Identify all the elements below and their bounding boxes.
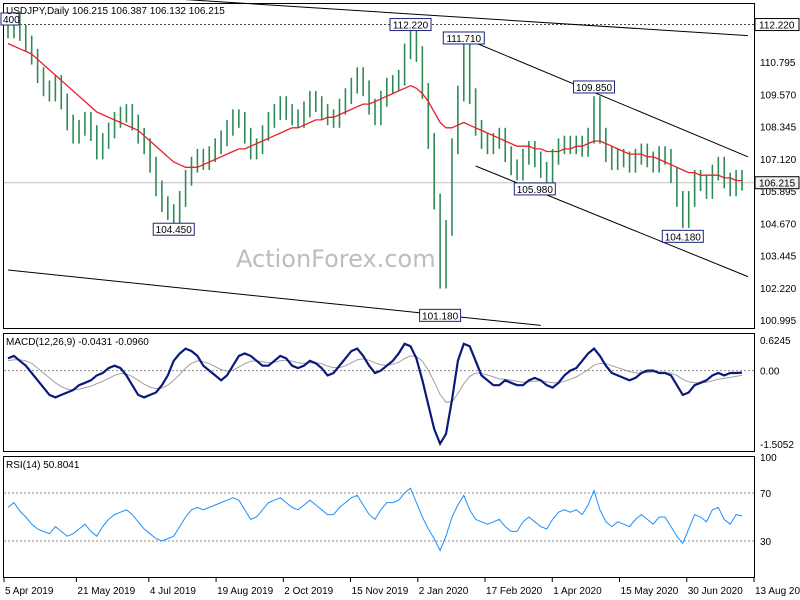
edge-annotation-box [0,12,20,26]
price-tick-label: 105.895 [760,187,797,198]
x-tick-label: 15 Nov 2019 [352,586,409,597]
price-tick-label: 107.120 [760,155,797,166]
annotation-label: 105.980 [517,185,554,196]
x-tick-label: 2 Jan 2020 [419,586,469,597]
annotation-box [661,229,704,243]
macd-tick-label: -1.5052 [760,440,794,451]
macd-tick-label: 0.00 [760,367,780,378]
rsi-tick-label: 100 [760,453,777,464]
rsi-line [7,487,743,552]
price-tick-label: 103.445 [760,252,797,263]
annotation-box [152,222,195,236]
price-tick-label: 108.345 [760,123,797,134]
price-tick-label: 102.220 [760,284,797,295]
x-tick-label: 19 Aug 2019 [217,586,274,597]
annotation-box [389,18,432,32]
trendline-channel-top [463,37,749,158]
chart-title: USDJPY,Daily 106.215 106.387 106.132 106… [6,6,225,17]
macd-line [7,342,743,447]
annotation-label: 111.710 [446,34,481,45]
annotation-label: 104.450 [156,225,193,236]
rsi-tick-label: 30 [760,537,772,548]
macd-label: MACD(12,26,9) -0.0431 -0.0960 [6,337,149,348]
macd-signal-line [7,355,743,403]
annotation-label: 104.180 [665,232,702,243]
annotation-box [573,80,616,94]
x-tick-label: 1 Apr 2020 [553,586,602,597]
x-tick-label: 13 Aug 2020 [755,586,800,597]
annotation-box [513,182,556,196]
annotation-label: 101.180 [422,311,459,322]
edge-annotation-label: 400 [3,15,20,26]
price-badge-label: 106.215 [759,179,796,190]
trendline-upper [184,0,748,37]
x-tick-label: 4 Jul 2019 [150,586,197,597]
price-tick-label: 100.995 [760,316,797,327]
rsi-panel [3,456,755,578]
price-badge [754,18,800,32]
annotation-label: 112.220 [393,21,429,32]
x-tick-label: 30 Jun 2020 [688,586,743,597]
price-tick-label: 104.670 [760,219,797,230]
macd-tick-label: 0.6245 [760,336,791,347]
annotation-label: 109.850 [576,83,613,94]
x-tick-label: 21 May 2019 [77,586,135,597]
price-tick-label: 109.570 [760,90,797,101]
rsi-tick-label: 70 [760,489,772,500]
x-tick-label: 5 Apr 2019 [5,586,54,597]
macd-panel [3,333,755,452]
price-badge [754,176,800,190]
annotation-box [442,31,485,45]
price-panel [3,3,755,329]
x-tick-label: 15 May 2020 [621,586,679,597]
x-tick-label: 2 Oct 2019 [284,586,333,597]
price-badge-label: 112.220 [759,21,795,32]
rsi-label: RSI(14) 50.8041 [6,460,80,471]
annotation-box [419,308,462,322]
x-tick-label: 17 Feb 2020 [486,586,543,597]
price-tick-label: 110.795 [760,58,796,69]
moving-average-line [7,42,742,182]
watermark: ActionForex.com [236,245,436,273]
